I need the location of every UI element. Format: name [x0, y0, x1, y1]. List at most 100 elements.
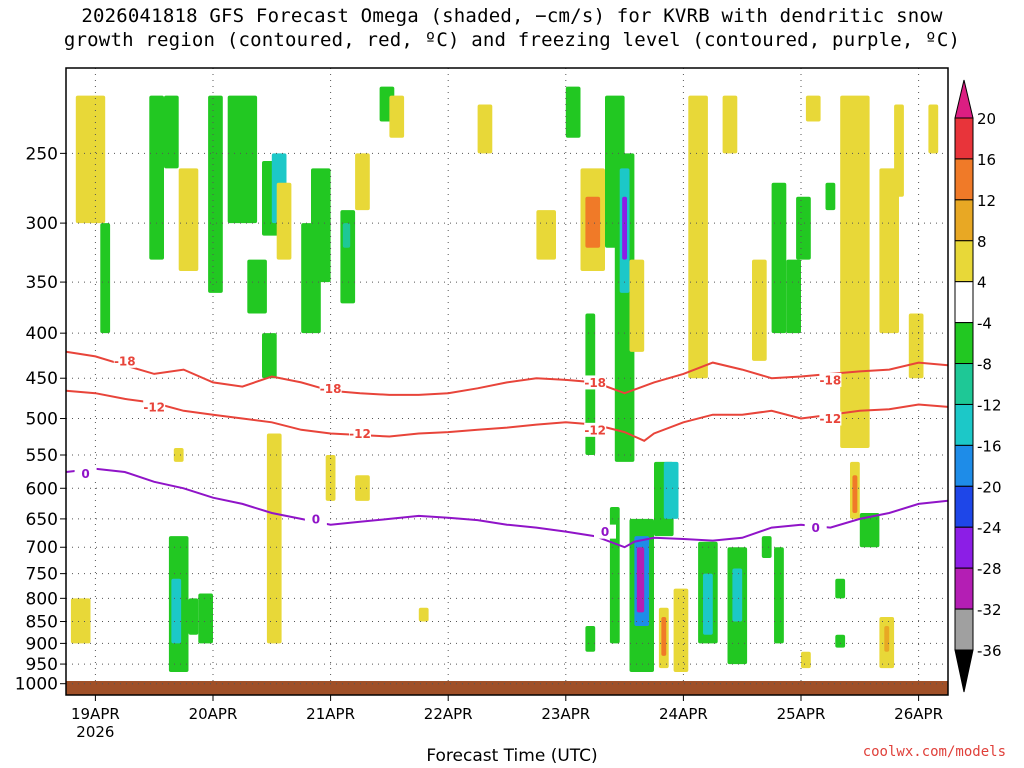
omega-cell: [629, 259, 645, 352]
omega-cell: [774, 547, 784, 644]
colorbar-label: -28: [977, 560, 1002, 578]
omega-cell: [805, 95, 821, 122]
freezing-level-contour-label: 0: [601, 525, 609, 539]
omega-cell: [688, 95, 708, 379]
omega-cell: [266, 433, 282, 644]
y-tick-label: 650: [26, 510, 58, 530]
colorbar-segment: [954, 485, 974, 528]
omega-cell: [70, 598, 91, 644]
omega-cell: [325, 454, 336, 501]
freezing-level-contour-label-bg: [804, 520, 827, 535]
x-tick-label: 22APR: [424, 705, 473, 723]
y-tick-label: 450: [26, 369, 58, 389]
omega-cell: [796, 196, 811, 260]
omega-cell: [208, 95, 223, 293]
y-tick-label: 900: [26, 634, 58, 654]
colorbar-segment: [954, 403, 974, 446]
dgz-minus12-contour-label-bg: [819, 411, 842, 426]
colorbar-label: -36: [977, 642, 1002, 660]
omega-cell: [622, 196, 628, 260]
x-tick-label: 26APR: [894, 705, 943, 723]
dgz-minus12-contour-label: -12: [584, 423, 606, 437]
omega-cell: [928, 104, 939, 154]
colorbar-label: -8: [977, 356, 992, 374]
dgz-minus18-contour-label: -18: [584, 376, 606, 390]
omega-cell: [673, 588, 689, 673]
colorbar-bottom-arrow: [954, 649, 974, 693]
omega-cell: [188, 598, 199, 635]
freezing-level-contour-line: [65, 467, 949, 549]
y-tick-label: 300: [26, 214, 58, 234]
omega-cell: [585, 196, 601, 248]
dgz-minus12-contour-label: -12: [349, 427, 371, 441]
omega-cell: [894, 104, 904, 197]
omega-cell: [771, 182, 787, 334]
omega-cell: [585, 625, 596, 652]
title-line-2: growth region (contoured, red, ºC) and f…: [63, 29, 961, 51]
x-tick-label: 19APR: [71, 705, 120, 723]
omega-cell: [418, 607, 429, 622]
omega-cell: [786, 259, 801, 334]
freezing-level-contour-label-bg: [74, 466, 97, 481]
x-tick-label: 25APR: [777, 705, 826, 723]
omega-cell: [149, 95, 164, 260]
omega-cell: [852, 475, 858, 513]
omega-cell: [636, 547, 645, 613]
omega-cell: [536, 210, 556, 260]
colorbar-label: -16: [977, 437, 1002, 455]
omega-cell: [477, 104, 493, 154]
y-tick-label: 750: [26, 565, 58, 585]
y-tick-label: 250: [26, 144, 58, 164]
omega-cell: [835, 578, 846, 599]
colorbar-segment: [954, 526, 974, 569]
omega-cell: [198, 593, 213, 644]
y-tick-label: 500: [26, 410, 58, 430]
colorbar-segment: [954, 199, 974, 242]
colorbar-label: -20: [977, 478, 1002, 496]
x-year-label: 2026: [76, 723, 114, 741]
freezing-level-contour-label: 0: [312, 512, 320, 526]
omega-cell: [801, 651, 811, 669]
omega-cell: [227, 95, 258, 224]
x-axis-label: Forecast Time (UTC): [426, 746, 598, 766]
dgz-minus18-contour-label-bg: [819, 372, 842, 387]
dgz-minus18-contour-label-bg: [319, 381, 342, 396]
colorbar-label: 4: [977, 274, 987, 292]
colorbar-label: -4: [977, 315, 992, 333]
omega-cell: [355, 153, 370, 211]
omega-cell: [164, 95, 179, 169]
omega-cell: [276, 182, 292, 260]
site-credit: coolwx.com/models: [862, 744, 1006, 760]
chart-title: 2026041818 GFS Forecast Omega (shaded, −…: [0, 4, 1024, 52]
y-tick-label: 800: [26, 589, 58, 609]
y-tick-label: 400: [26, 324, 58, 344]
dgz-minus12-contour-line: [65, 389, 949, 442]
omega-cell: [884, 625, 890, 652]
omega-cell: [178, 168, 199, 271]
colorbar-segment: [954, 240, 974, 283]
omega-cell: [355, 475, 370, 501]
colorbar-label: -32: [977, 601, 1002, 619]
dgz-minus18-contour-label-bg: [113, 353, 136, 368]
x-tick-label: 23APR: [541, 705, 590, 723]
omega-cell: [879, 168, 899, 334]
colorbar-label: 8: [977, 233, 987, 251]
dgz-minus12-contour-label-bg: [143, 399, 166, 414]
omega-cell: [703, 573, 713, 635]
omega-cell: [262, 333, 277, 379]
omega-cell: [311, 168, 331, 283]
colorbar-segment: [954, 363, 974, 405]
omega-cell: [825, 182, 836, 211]
x-tick-label: 21APR: [306, 705, 355, 723]
y-tick-label: 850: [26, 613, 58, 633]
y-tick-label: 600: [26, 479, 58, 499]
colorbar-label: 12: [977, 192, 996, 210]
colorbar-segment: [954, 281, 974, 324]
title-line-1: 2026041818 GFS Forecast Omega (shaded, −…: [81, 5, 943, 27]
colorbar-segment: [954, 444, 974, 487]
colorbar-label: 16: [977, 151, 996, 169]
plot-area: -18 -18 -18 -18 -12 -12 -12 -12 0 0 0 0: [65, 68, 949, 695]
y-tick-label: 1000: [15, 675, 58, 695]
omega-cell: [565, 86, 581, 138]
x-tick-label: 20APR: [189, 705, 238, 723]
